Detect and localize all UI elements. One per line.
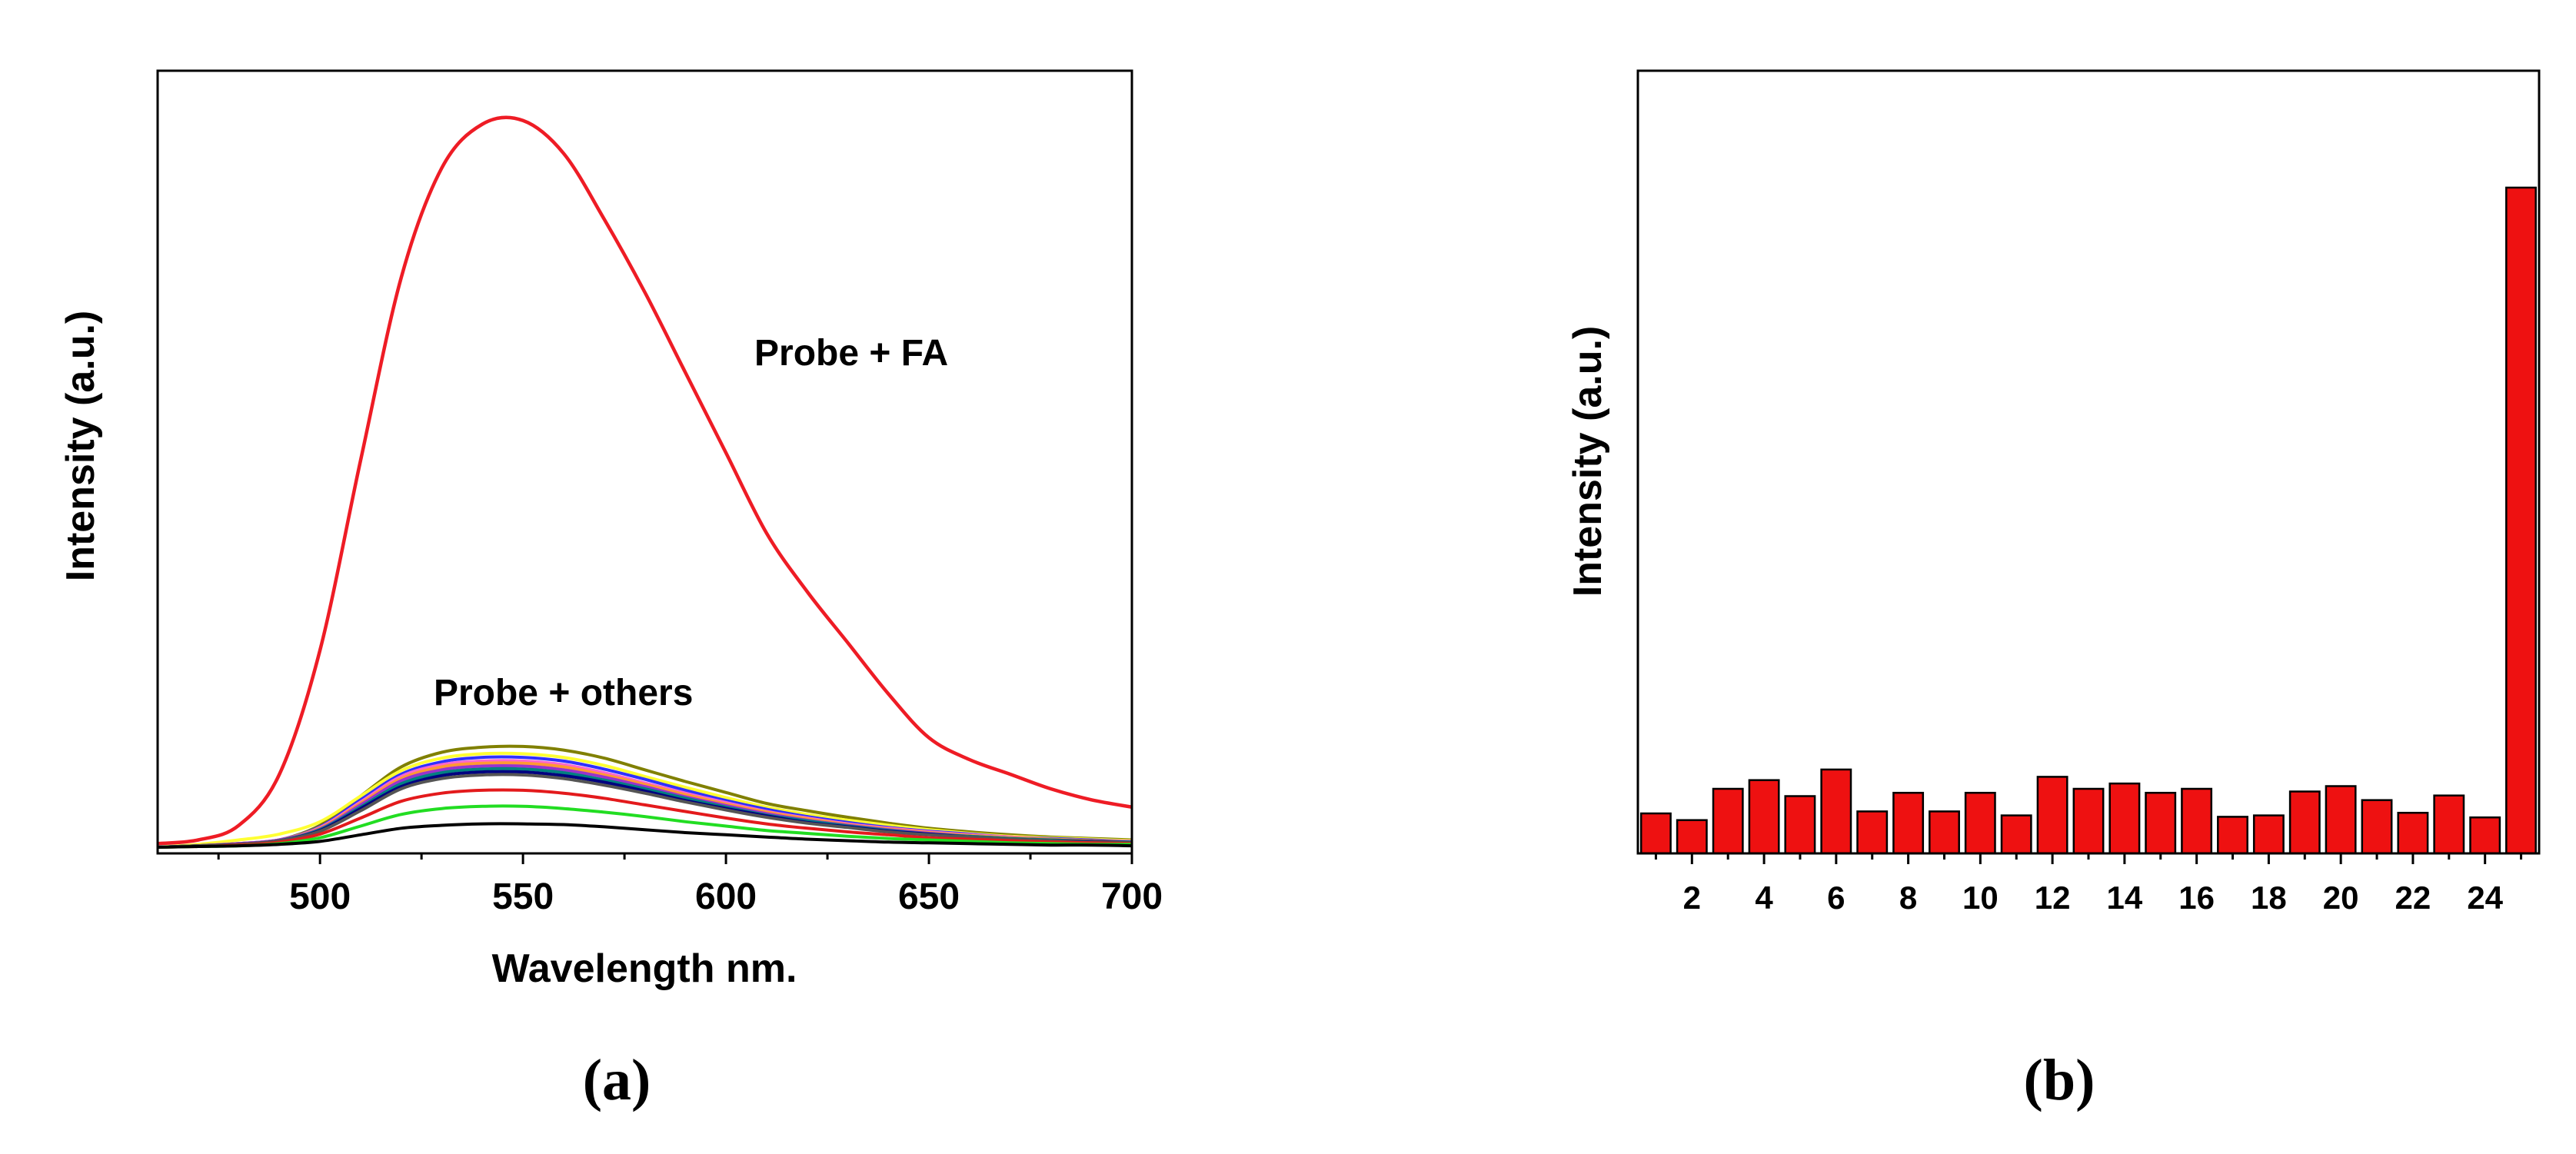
panel-a-line-chart: 500 550 600 650 700 Wavelength nm. Intensity… — [58, 69, 1163, 1112]
bar-23 — [2433, 794, 2465, 855]
x-tick-label: 500 — [289, 876, 351, 917]
x-tick-label: 4 — [1755, 880, 1773, 916]
series-line-others-green — [157, 804, 1133, 849]
bar-17 — [2217, 816, 2248, 855]
panel-a-y-axis-title: Intensity (a.u.) — [58, 311, 103, 581]
panel-a-plot-frame — [156, 69, 1133, 855]
bar-18 — [2252, 814, 2285, 855]
panel-a-label: (a) — [583, 1048, 651, 1112]
bar-25 — [2505, 186, 2537, 855]
bar-10 — [1964, 791, 1996, 855]
bar-7 — [1856, 810, 1889, 855]
bar-5 — [1784, 795, 1816, 855]
bar-16 — [2181, 787, 2213, 855]
x-tick-label: 600 — [695, 876, 757, 917]
bar-8 — [1892, 791, 1925, 855]
x-tick-label: 8 — [1899, 880, 1917, 916]
x-tick-label: 20 — [2323, 880, 2359, 916]
bar-13 — [2072, 787, 2105, 855]
x-tick-label: 22 — [2395, 880, 2431, 916]
x-tick-label: 10 — [1962, 880, 1999, 916]
series-line-probe-fa — [157, 115, 1133, 846]
series-line-others-red — [157, 788, 1133, 849]
bar-21 — [2361, 799, 2393, 855]
panel-a-x-ticks: 500 550 600 650 700 — [217, 853, 1163, 917]
bar-2 — [1676, 819, 1708, 855]
bar-6 — [1820, 768, 1852, 855]
series-line-others-gray — [157, 773, 1133, 849]
bar-12 — [2036, 776, 2068, 855]
bar-20 — [2325, 785, 2357, 855]
annotation-probe-others: Probe + others — [434, 673, 693, 713]
x-tick-label: 18 — [2251, 880, 2287, 916]
x-tick-label: 14 — [2107, 880, 2143, 916]
bar-11 — [2000, 814, 2032, 855]
panel-b-y-axis-title: Intensity (a.u.) — [1566, 326, 1610, 597]
panel-a-series-group — [157, 115, 1133, 849]
bar-3 — [1712, 787, 1744, 855]
x-tick-label: 550 — [492, 876, 554, 917]
bar-15 — [2145, 791, 2177, 855]
x-tick-label: 16 — [2178, 880, 2215, 916]
x-tick-label: 700 — [1101, 876, 1163, 917]
bar-1 — [1639, 812, 1672, 855]
panel-b-bar-chart: 2 4 6 8 10 12 14 16 18 20 22 24 Intensity (a.u.) (b… — [1566, 69, 2541, 1112]
annotation-probe-fa: Probe + FA — [754, 333, 948, 374]
bar-9 — [1929, 810, 1960, 855]
bar-24 — [2469, 816, 2501, 855]
x-tick-label: 24 — [2467, 880, 2503, 916]
x-tick-label: 12 — [2035, 880, 2071, 916]
bar-4 — [1748, 779, 1780, 855]
bar-14 — [2108, 782, 2141, 855]
panel-b-x-ticks: 2 4 6 8 10 12 14 16 18 20 22 24 — [1654, 853, 2523, 916]
panel-a-x-axis-title: Wavelength nm. — [492, 946, 797, 991]
bar-22 — [2397, 811, 2429, 855]
panel-b-label: (b) — [2024, 1048, 2095, 1112]
bar-19 — [2288, 790, 2321, 855]
panel-b-bars-group — [1639, 186, 2537, 855]
x-tick-label: 650 — [898, 876, 960, 917]
x-tick-label: 2 — [1683, 880, 1701, 916]
x-tick-label: 6 — [1827, 880, 1845, 916]
series-line-others-black — [157, 822, 1133, 849]
